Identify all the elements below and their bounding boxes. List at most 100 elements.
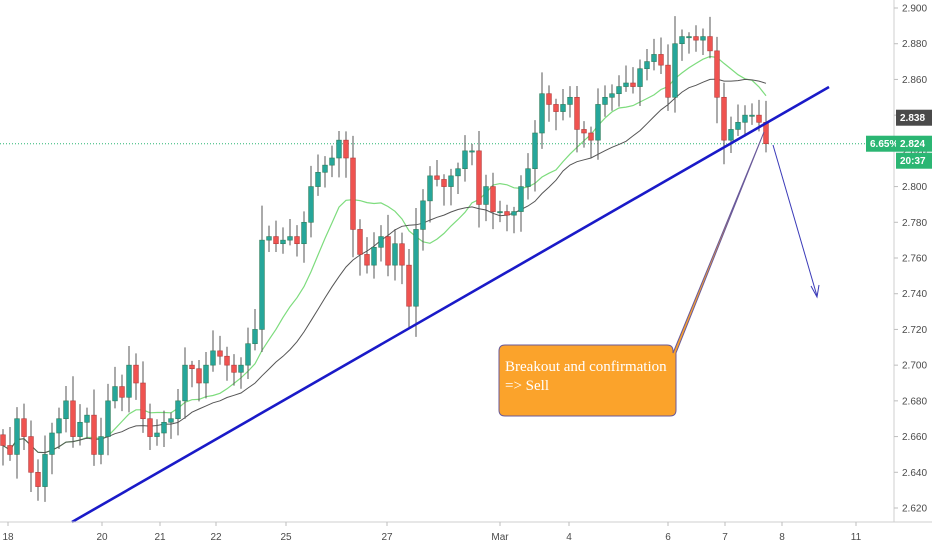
candle-body	[119, 386, 125, 398]
x-tick-label: 21	[154, 532, 166, 543]
candle-body	[539, 93, 545, 134]
y-tick-label: 2.820	[902, 146, 927, 157]
candle-body	[462, 150, 468, 170]
candle-body	[0, 434, 6, 446]
ma-fast-line	[2, 55, 767, 454]
candle-body	[511, 211, 517, 216]
candle-body	[504, 211, 510, 216]
candle-body	[742, 114, 748, 123]
candle-body	[490, 186, 496, 212]
x-tick-label: 7	[722, 532, 728, 543]
y-tick-label: 2.660	[902, 432, 927, 443]
price-tag-percent-bg	[866, 135, 896, 152]
x-tick-label: 22	[210, 532, 222, 543]
x-tick-label: 27	[381, 532, 393, 543]
candle-body	[644, 61, 650, 70]
candle-body	[623, 82, 629, 87]
candle-body	[112, 386, 118, 402]
x-tick-label: 6	[665, 532, 671, 543]
price-tag-countdown: 20:37	[900, 156, 926, 167]
candle-body	[287, 236, 293, 241]
y-tick-label: 2.740	[902, 289, 927, 300]
candle-body	[196, 368, 202, 384]
candle-body	[455, 168, 461, 177]
candle-body	[42, 454, 48, 487]
candle-body	[406, 264, 412, 307]
candle-body	[147, 418, 153, 437]
candle-body	[595, 104, 601, 141]
candle-body	[357, 229, 363, 255]
candle-body	[231, 364, 237, 373]
candle-body	[609, 93, 615, 98]
candle-body	[714, 50, 720, 98]
candle-body	[399, 243, 405, 266]
candle-body	[413, 229, 419, 307]
candle-body	[21, 418, 27, 437]
ma-slow-line	[2, 78, 767, 454]
candle-body	[518, 186, 524, 212]
y-tick-label: 2.900	[902, 4, 927, 15]
candle-body	[49, 432, 55, 455]
candles	[0, 16, 769, 502]
y-tick-label: 2.760	[902, 254, 927, 265]
candle-body	[91, 414, 97, 455]
y-tick-label: 2.640	[902, 468, 927, 479]
candle-body	[749, 114, 755, 117]
candle-body	[553, 104, 559, 112]
callout-text: Breakout and confirmation => Sell	[505, 358, 675, 396]
candle-body	[238, 364, 244, 373]
projection-arrow-line	[772, 144, 818, 297]
callout-box	[498, 131, 765, 417]
candle-body	[77, 421, 83, 437]
y-tick-label: 2.680	[902, 396, 927, 407]
candle-body	[70, 400, 76, 437]
candle-body	[574, 96, 580, 130]
candle-body	[378, 236, 384, 248]
projection-arrow-head	[810, 284, 820, 299]
x-tick-label: 8	[779, 532, 785, 543]
candle-body	[392, 243, 398, 266]
candle-body	[371, 246, 377, 266]
candle-body	[560, 104, 566, 112]
candle-body	[630, 82, 636, 87]
candle-body	[308, 186, 314, 223]
x-tick-label: 25	[280, 532, 292, 543]
candle-body	[252, 329, 258, 345]
x-tick-label: 18	[2, 532, 14, 543]
candle-body	[707, 36, 713, 52]
candle-body	[637, 68, 643, 87]
candle-body	[434, 175, 440, 180]
candle-body	[154, 432, 160, 437]
candle-body	[567, 96, 573, 105]
x-tick-label: 11	[851, 532, 862, 543]
y-tick-label: 2.800	[902, 182, 927, 193]
candle-body	[525, 168, 531, 187]
candle-body	[616, 86, 622, 95]
candle-body	[588, 132, 594, 141]
candle-body	[665, 64, 671, 98]
price-tag-upper: 2.838	[900, 113, 925, 124]
candle-body	[84, 414, 90, 423]
candle-body	[532, 132, 538, 170]
candle-body	[98, 436, 104, 455]
callout-line-1: Breakout and confirmation	[505, 359, 667, 375]
candle-body	[315, 171, 321, 187]
candle-body	[133, 364, 139, 384]
candle-body	[350, 157, 356, 230]
trendline	[71, 85, 830, 524]
candle-body	[168, 418, 174, 423]
candle-body	[28, 436, 34, 473]
candle-body	[658, 54, 664, 66]
callout-line-2: => Sell	[505, 378, 550, 394]
candle-body	[140, 382, 146, 420]
y-tick-label: 2.780	[902, 218, 927, 229]
y-tick-label: 2.860	[902, 75, 927, 86]
candle-body	[700, 36, 706, 41]
candle-body	[294, 236, 300, 245]
candle-body	[679, 36, 685, 45]
candle-body	[273, 236, 279, 245]
moving-averages	[2, 55, 767, 454]
x-tick-label: 20	[96, 532, 108, 543]
